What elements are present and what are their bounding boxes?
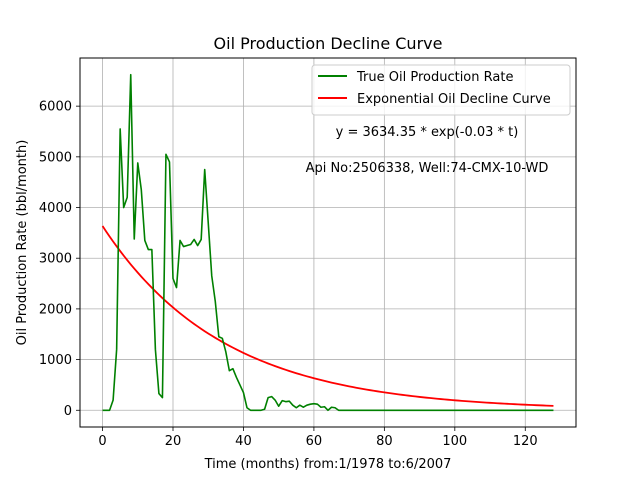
well-annotation: Api No:2506338, Well:74-CMX-10-WD <box>306 161 549 176</box>
true-production-rate-line <box>102 73 554 412</box>
y-tick-label: 3000 <box>39 252 72 267</box>
legend: True Oil Production Rate Exponential Oil… <box>311 64 571 116</box>
legend-label-exponential: Exponential Oil Decline Curve <box>357 92 551 107</box>
x-tick-label: 80 <box>376 434 393 449</box>
equation-annotation: y = 3634.35 * exp(-0.03 * t) <box>336 125 519 140</box>
y-tick-label: 6000 <box>39 100 72 115</box>
exponential-decline-line <box>101 225 554 407</box>
y-tick-label: 0 <box>64 404 72 419</box>
plot-area-frame <box>79 57 577 428</box>
legend-box <box>311 64 571 116</box>
x-axis-label: Time (months) from:1/1978 to:6/2007 <box>204 457 452 472</box>
y-tick-label: 5000 <box>39 150 72 165</box>
x-tick-label: 0 <box>98 434 106 449</box>
x-tick-label: 120 <box>513 434 538 449</box>
axis-ticks: 0 20 40 60 80 100 120 0 1000 2000 3000 4000 5000 6000 <box>39 100 538 449</box>
chart-title: Oil Production Decline Curve <box>214 34 443 53</box>
y-tick-label: 1000 <box>39 353 72 368</box>
x-tick-label: 100 <box>442 434 467 449</box>
x-tick-label: 40 <box>235 434 252 449</box>
x-tick-label: 20 <box>165 434 182 449</box>
y-axis-label: Oil Production Rate (bbl/month) <box>15 140 30 346</box>
x-tick-label: 60 <box>306 434 323 449</box>
series-layer <box>101 73 554 412</box>
legend-label-true-rate: True Oil Production Rate <box>356 70 513 85</box>
y-tick-label: 4000 <box>39 201 72 216</box>
y-tick-label: 2000 <box>39 302 72 317</box>
